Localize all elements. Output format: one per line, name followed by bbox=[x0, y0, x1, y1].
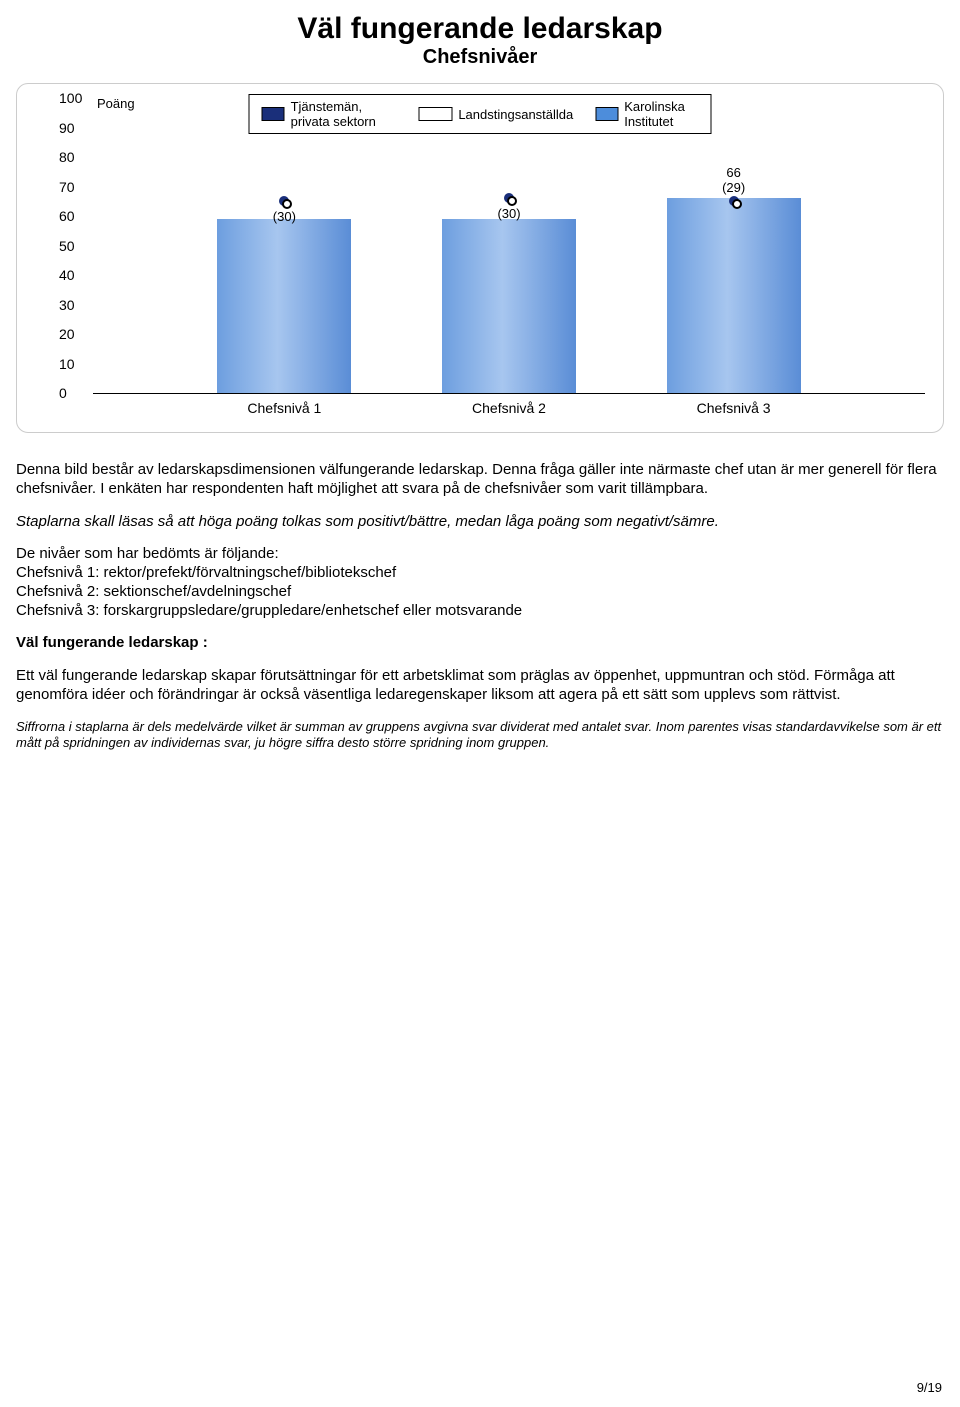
y-tick-label: 0 bbox=[59, 385, 67, 401]
page-title: Väl fungerande ledarskap bbox=[16, 12, 944, 46]
body-paragraph: Ett väl fungerande ledarskap skapar föru… bbox=[16, 667, 944, 705]
y-tick-label: 30 bbox=[59, 297, 75, 313]
body-paragraph: Staplarna skall läsas så att höga poäng … bbox=[16, 513, 944, 532]
legend-swatch-icon bbox=[262, 107, 285, 121]
x-category-label: Chefsnivå 1 bbox=[247, 400, 321, 416]
body-footnote: Siffrorna i staplarna är dels medelvärde… bbox=[16, 719, 944, 752]
marker-point bbox=[282, 199, 292, 209]
bar-value-label: 66 bbox=[726, 165, 740, 180]
legend-label: Landstingsanställda bbox=[458, 107, 573, 122]
body-line: De nivåer som har bedömts är följande: bbox=[16, 545, 279, 562]
y-tick-label: 40 bbox=[59, 267, 75, 283]
y-tick-label: 20 bbox=[59, 326, 75, 342]
marker-paren-label: (30) bbox=[273, 209, 296, 224]
chart-panel: Tjänstemän, privata sektorn Landstingsan… bbox=[16, 83, 944, 433]
legend-swatch-icon bbox=[595, 107, 618, 121]
body-line: Chefsnivå 3: forskargruppsledare/grupple… bbox=[16, 602, 522, 619]
y-tick-label: 60 bbox=[59, 208, 75, 224]
legend-label: Tjänstemän, privata sektorn bbox=[291, 99, 397, 129]
legend-label: Karolinska Institutet bbox=[624, 99, 698, 129]
y-axis-title: Poäng bbox=[97, 96, 135, 111]
bar bbox=[442, 219, 576, 393]
section-heading: Väl fungerande ledarskap : bbox=[16, 634, 944, 653]
body-line: Chefsnivå 2: sektionschef/avdelningschef bbox=[16, 583, 291, 600]
chart-legend: Tjänstemän, privata sektorn Landstingsan… bbox=[249, 94, 712, 134]
legend-item: Tjänstemän, privata sektorn bbox=[262, 99, 397, 129]
y-tick-label: 80 bbox=[59, 149, 75, 165]
x-category-label: Chefsnivå 2 bbox=[472, 400, 546, 416]
plot-area: Poäng 0102030405060708090100(30)(30)66(2… bbox=[93, 98, 925, 394]
y-tick-label: 70 bbox=[59, 179, 75, 195]
y-tick-label: 10 bbox=[59, 356, 75, 372]
body-paragraph: Denna bild består av ledarskapsdimension… bbox=[16, 461, 944, 499]
y-tick-label: 100 bbox=[59, 90, 82, 106]
y-tick-label: 90 bbox=[59, 120, 75, 136]
bar bbox=[667, 198, 801, 393]
legend-swatch-icon bbox=[418, 107, 452, 121]
x-category-label: Chefsnivå 3 bbox=[697, 400, 771, 416]
page-subtitle: Chefsnivåer bbox=[16, 46, 944, 69]
marker-point bbox=[507, 196, 517, 206]
body-paragraph: De nivåer som har bedömts är följande: C… bbox=[16, 545, 944, 620]
page-number: 9/19 bbox=[917, 1380, 942, 1395]
y-tick-label: 50 bbox=[59, 238, 75, 254]
marker-point bbox=[732, 199, 742, 209]
bar bbox=[217, 219, 351, 393]
bar-paren-label: (29) bbox=[722, 180, 745, 195]
body-line: Chefsnivå 1: rektor/prefekt/förvaltnings… bbox=[16, 564, 396, 581]
legend-item: Landstingsanställda bbox=[418, 107, 573, 122]
legend-item: Karolinska Institutet bbox=[595, 99, 698, 129]
marker-paren-label: (30) bbox=[497, 206, 520, 221]
chart-area: Poäng 0 10 20 30 40 50 60 70 80 90 100 (30) (30) 66(2… bbox=[27, 92, 933, 422]
